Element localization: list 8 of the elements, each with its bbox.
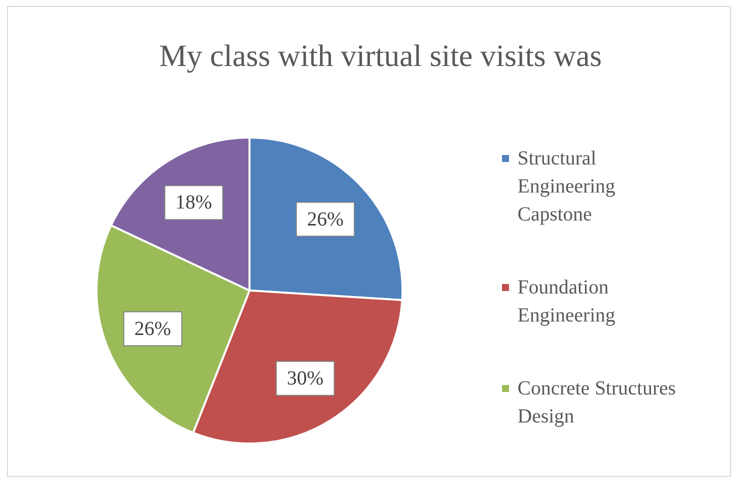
- legend-label: Structural Engineering Capstone: [518, 148, 616, 226]
- legend-label: Foundation Engineering: [518, 276, 616, 326]
- data-label: 18%: [175, 192, 212, 214]
- data-label: 26%: [307, 208, 344, 230]
- chart-title: My class with virtual site visits was: [159, 38, 602, 73]
- data-label: 30%: [286, 367, 324, 390]
- legend-label: Concrete Structures Design: [518, 378, 676, 428]
- data-label: 26%: [134, 318, 172, 340]
